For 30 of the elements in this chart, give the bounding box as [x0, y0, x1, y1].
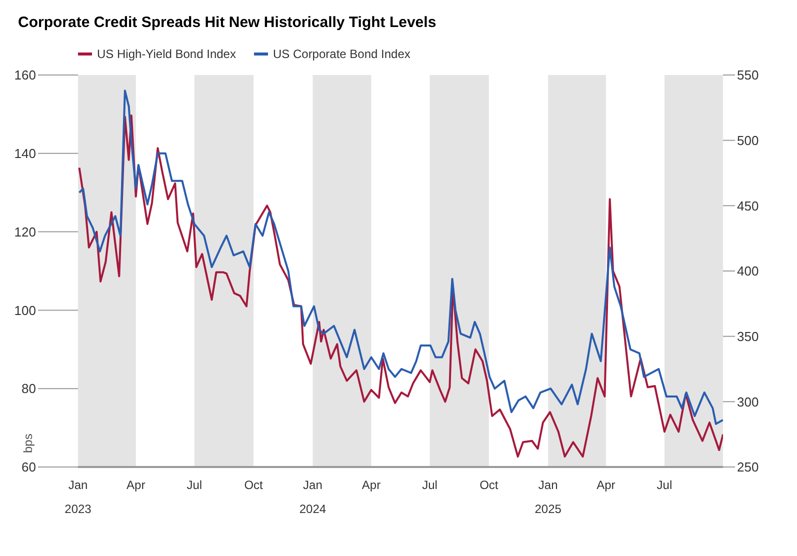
x-tick-label: Jan 2025	[534, 478, 562, 516]
legend-label: US Corporate Bond Index	[272, 47, 410, 61]
y2-tick-label: 550	[737, 68, 759, 83]
x-tick-label: Apr	[362, 478, 381, 492]
line-series	[78, 90, 723, 425]
y-tick-label: 140	[14, 146, 36, 162]
y-tick-label: 100	[14, 302, 36, 318]
x-tick-label: Jan 2023	[64, 478, 92, 516]
legend-label: US High-Yield Bond Index	[96, 47, 236, 61]
y-tick-label: 60	[22, 460, 36, 475]
x-tick-label: Jul	[422, 478, 438, 492]
x-tick-label: Apr	[126, 478, 146, 492]
x-tick-label: Jul	[656, 478, 672, 492]
y2-tick-label: 350	[737, 328, 759, 344]
chart-title: Corporate Credit Spreads Hit New Historically Tight Levels	[17, 13, 438, 33]
x-tick-label: Apr	[596, 478, 616, 492]
y-tick-label: 160	[14, 68, 36, 83]
x-tick-label: Oct	[244, 478, 264, 492]
line-series	[78, 114, 723, 458]
x-tick-label: Jan 2024	[299, 478, 326, 516]
y2-tick-label: 300	[737, 394, 759, 410]
x-tick-label: Jul	[186, 478, 202, 492]
y-tick-label: 120	[14, 224, 36, 240]
y2-tick-label: 250	[737, 460, 759, 475]
y2-tick-label: 450	[737, 198, 759, 214]
x-tick-label: Oct	[480, 478, 499, 492]
y-tick-label: 80	[22, 381, 36, 396]
y2-tick-label: 500	[737, 132, 759, 148]
y2-tick-label: 400	[737, 264, 759, 279]
y-axis-title: bps	[21, 434, 35, 453]
